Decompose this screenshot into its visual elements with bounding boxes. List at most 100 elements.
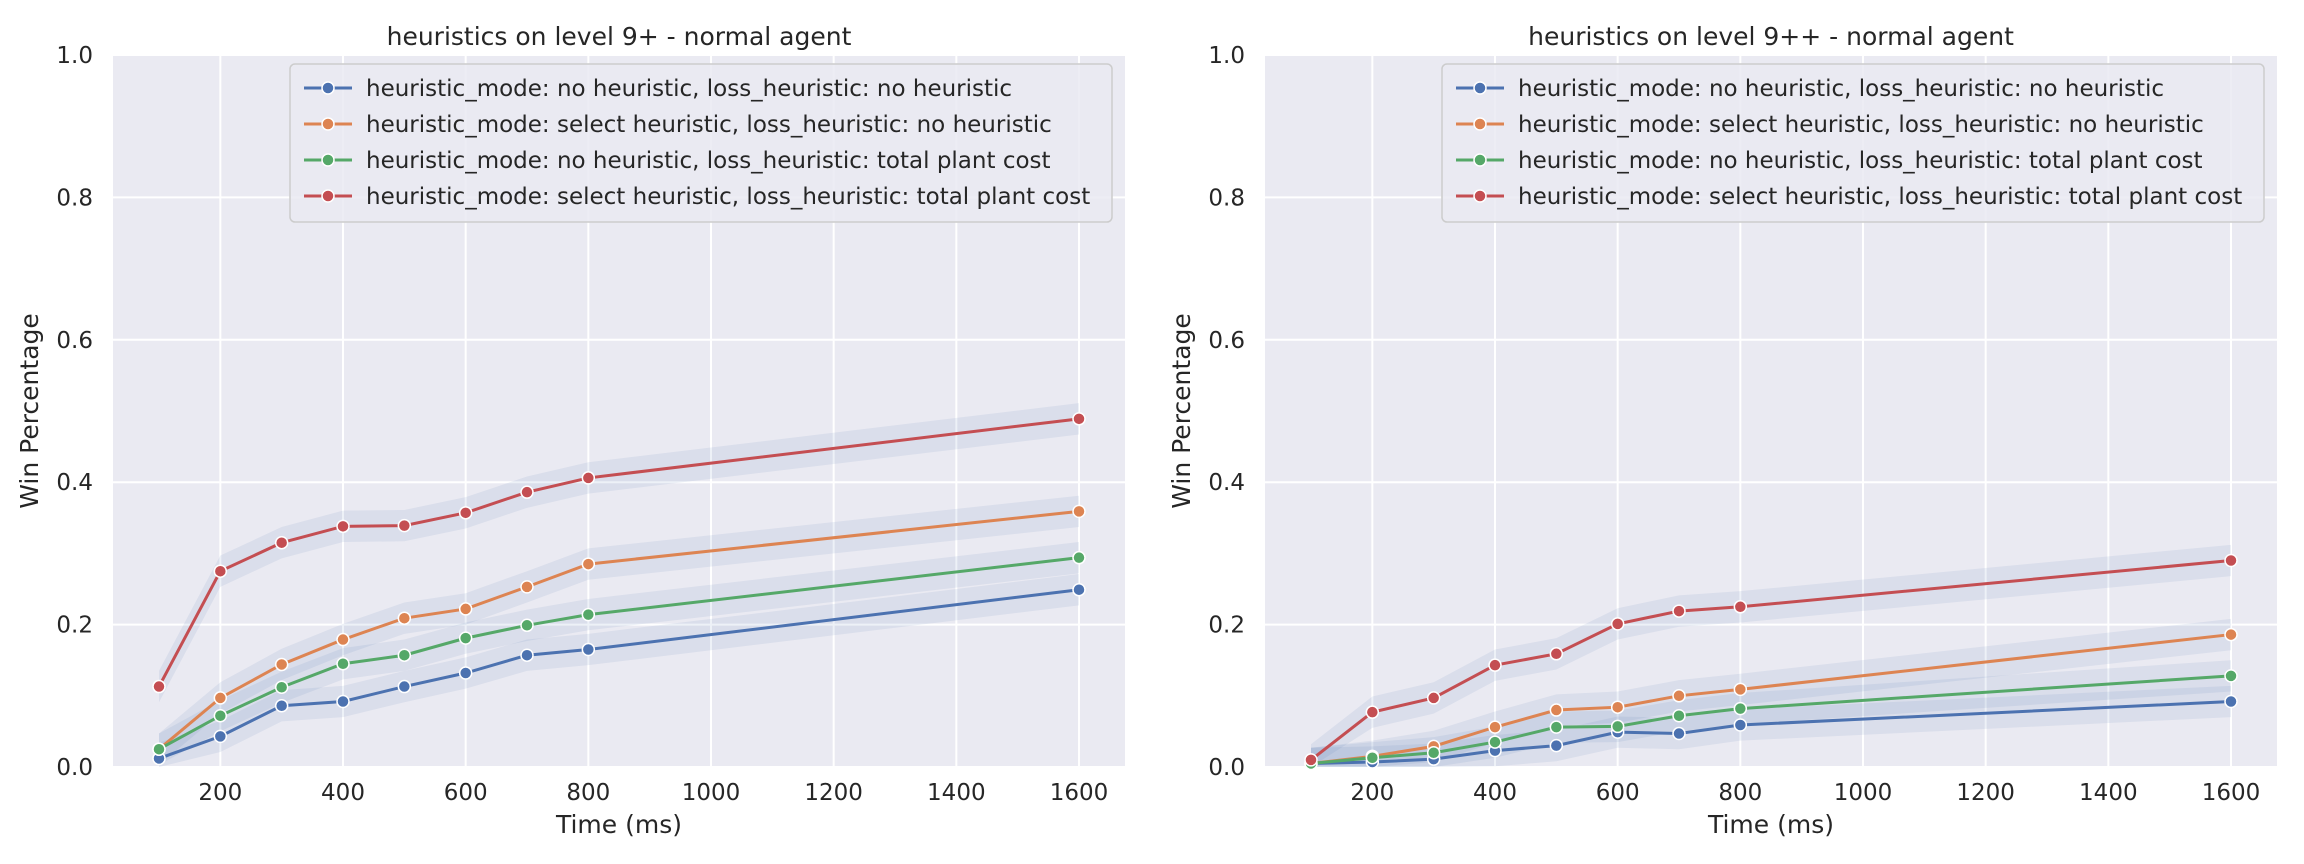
data-point <box>1733 682 1748 697</box>
y-tick-label: 0.4 <box>56 470 93 496</box>
y-tick-label: 0.6 <box>1208 328 1245 354</box>
legend-swatch-marker <box>321 117 335 131</box>
legend-entry: heuristic_mode: no heuristic, loss_heuri… <box>366 148 1051 174</box>
data-point <box>2224 694 2238 709</box>
x-tick-label: 800 <box>1718 780 1762 806</box>
x-tick-label: 1600 <box>2202 780 2261 806</box>
data-point <box>397 611 412 625</box>
data-point <box>1549 720 1564 734</box>
data-point <box>1426 746 1441 760</box>
data-point <box>1365 705 1380 719</box>
legend-box <box>1441 63 2265 223</box>
data-point <box>520 580 534 594</box>
data-point <box>1733 718 1748 732</box>
y-tick-label: 1.0 <box>1208 43 1245 69</box>
data-point <box>336 657 350 671</box>
legend-swatch-marker <box>1473 117 1487 131</box>
legend-swatch-marker <box>321 81 335 95</box>
data-point <box>2224 669 2238 683</box>
chart-title: heuristics on level 9++ - normal agent <box>1528 22 2014 51</box>
data-point <box>458 602 473 616</box>
data-point <box>1549 738 1564 753</box>
data-point <box>1072 550 1086 565</box>
data-point <box>1072 582 1086 597</box>
legend-entry: heuristic_mode: select heuristic, loss_h… <box>1518 112 2204 138</box>
chart-panel-1: 200 400 600 800 1000 1200 1400 1600 0.0 0.2 0.4 0.6… <box>15 22 1125 839</box>
x-tick-label: 600 <box>1596 780 1640 806</box>
data-point <box>213 691 228 705</box>
x-tick-label: 200 <box>1350 780 1394 806</box>
data-point <box>152 679 166 694</box>
data-point <box>397 648 412 662</box>
data-point <box>1610 617 1625 631</box>
legend-box <box>289 63 1113 223</box>
data-point <box>1549 703 1564 717</box>
x-tick-label: 1200 <box>804 780 863 806</box>
legend-swatch-marker <box>321 153 335 167</box>
legend-swatch-marker <box>321 189 335 203</box>
data-point <box>458 631 473 645</box>
data-point <box>458 666 473 680</box>
confidence-band <box>159 542 1079 765</box>
x-tick-label: 1400 <box>927 780 986 806</box>
data-point <box>520 648 534 662</box>
data-point <box>152 742 166 756</box>
data-point <box>1672 708 1686 723</box>
x-tick-label: 200 <box>198 780 242 806</box>
data-point <box>397 679 412 694</box>
x-axis-label: Time (ms) <box>1707 810 1834 839</box>
y-tick-label: 0.8 <box>56 185 93 211</box>
data-point <box>274 657 289 672</box>
data-point <box>1610 700 1625 714</box>
data-point <box>458 506 473 520</box>
data-point <box>1610 719 1625 734</box>
data-point <box>1733 600 1748 614</box>
data-point <box>2224 627 2238 642</box>
data-point <box>1672 726 1686 741</box>
y-tick-label: 1.0 <box>56 43 93 69</box>
data-point <box>336 694 350 709</box>
x-tick-label: 1200 <box>1956 780 2015 806</box>
data-point <box>1672 604 1686 618</box>
x-axis-label: Time (ms) <box>555 810 682 839</box>
data-point <box>581 471 596 485</box>
data-point <box>1072 412 1086 426</box>
x-tick-label: 400 <box>1473 780 1517 806</box>
x-tick-label: 1400 <box>2079 780 2138 806</box>
legend: heuristic_mode: no heuristic, loss_heuri… <box>289 63 1113 223</box>
data-point <box>213 729 228 744</box>
y-axis-label: Win Percentage <box>1167 313 1196 509</box>
y-tick-label: 0.2 <box>56 613 93 639</box>
y-tick-label: 0.2 <box>1208 613 1245 639</box>
legend-entry: heuristic_mode: no heuristic, loss_heuri… <box>366 76 1012 102</box>
x-tick-label: 600 <box>444 780 488 806</box>
x-tick-label: 800 <box>566 780 610 806</box>
y-axis-label: Win Percentage <box>15 313 44 509</box>
legend-swatch-marker <box>1473 81 1487 95</box>
data-point <box>520 618 534 633</box>
confidence-band <box>1311 660 2231 767</box>
data-point <box>213 564 228 578</box>
data-point <box>274 699 289 713</box>
data-point <box>581 642 596 657</box>
data-point <box>1488 720 1502 734</box>
data-point <box>1072 504 1086 519</box>
confidence-band <box>159 403 1079 703</box>
data-point <box>2224 553 2238 568</box>
y-tick-label: 0.8 <box>1208 185 1245 211</box>
x-tick-label: 400 <box>321 780 365 806</box>
data-point <box>274 680 289 695</box>
chart-title: heuristics on level 9+ - normal agent <box>387 22 852 51</box>
data-point <box>581 557 596 571</box>
data-point <box>336 632 350 647</box>
legend-swatch-marker <box>1473 189 1487 203</box>
data-point <box>1549 647 1564 661</box>
y-tick-label: 0.0 <box>1208 755 1245 781</box>
legend-entry: heuristic_mode: select heuristic, loss_h… <box>366 184 1090 210</box>
legend-entry: heuristic_mode: select heuristic, loss_h… <box>1518 184 2242 210</box>
data-point <box>336 519 350 534</box>
data-point <box>1672 689 1686 703</box>
data-point <box>397 518 412 533</box>
data-point <box>581 607 596 622</box>
